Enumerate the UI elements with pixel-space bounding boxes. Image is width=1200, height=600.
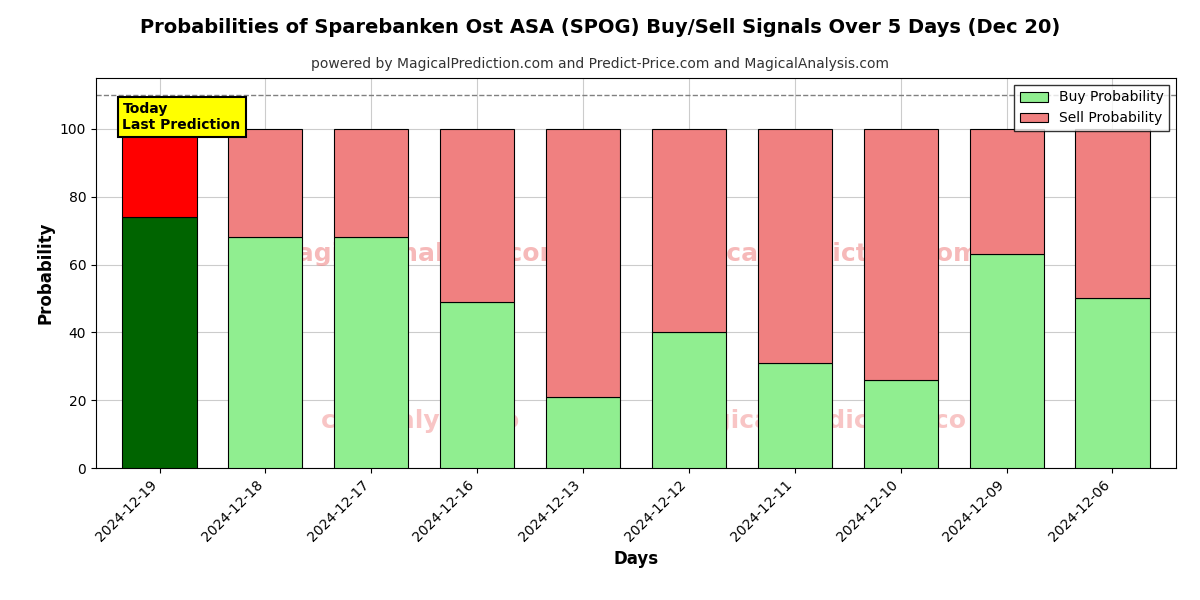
Bar [335,129,408,238]
Y-axis label: Probability: Probability [36,222,54,324]
Text: Probabilities of Sparebanken Ost ASA (SPOG) Buy/Sell Signals Over 5 Days (Dec 20: Probabilities of Sparebanken Ost ASA (SP… [140,18,1060,37]
Text: MagicalAnalysis.com: MagicalAnalysis.com [274,241,566,265]
Bar [335,238,408,468]
Bar [652,332,726,468]
Bar [440,129,515,302]
Bar [864,129,937,380]
Text: MagicalPrediction.com: MagicalPrediction.com [659,241,980,265]
X-axis label: Days: Days [613,550,659,568]
Bar [122,129,197,217]
Bar [1075,129,1150,298]
Bar [864,380,937,468]
Bar [1075,298,1150,468]
Bar [970,254,1044,468]
Bar [122,217,197,468]
Bar [546,129,620,397]
Bar [652,129,726,332]
Text: Today
Last Prediction: Today Last Prediction [122,102,241,132]
Bar [757,129,832,363]
Text: MagicalPrediction.co: MagicalPrediction.co [672,409,967,433]
Bar [757,363,832,468]
Bar [228,129,302,238]
Legend: Buy Probability, Sell Probability: Buy Probability, Sell Probability [1014,85,1169,131]
Bar [228,238,302,468]
Text: calAnalysis.co: calAnalysis.co [320,409,520,433]
Bar [970,129,1044,254]
Text: powered by MagicalPrediction.com and Predict-Price.com and MagicalAnalysis.com: powered by MagicalPrediction.com and Pre… [311,57,889,71]
Bar [440,302,515,468]
Bar [546,397,620,468]
